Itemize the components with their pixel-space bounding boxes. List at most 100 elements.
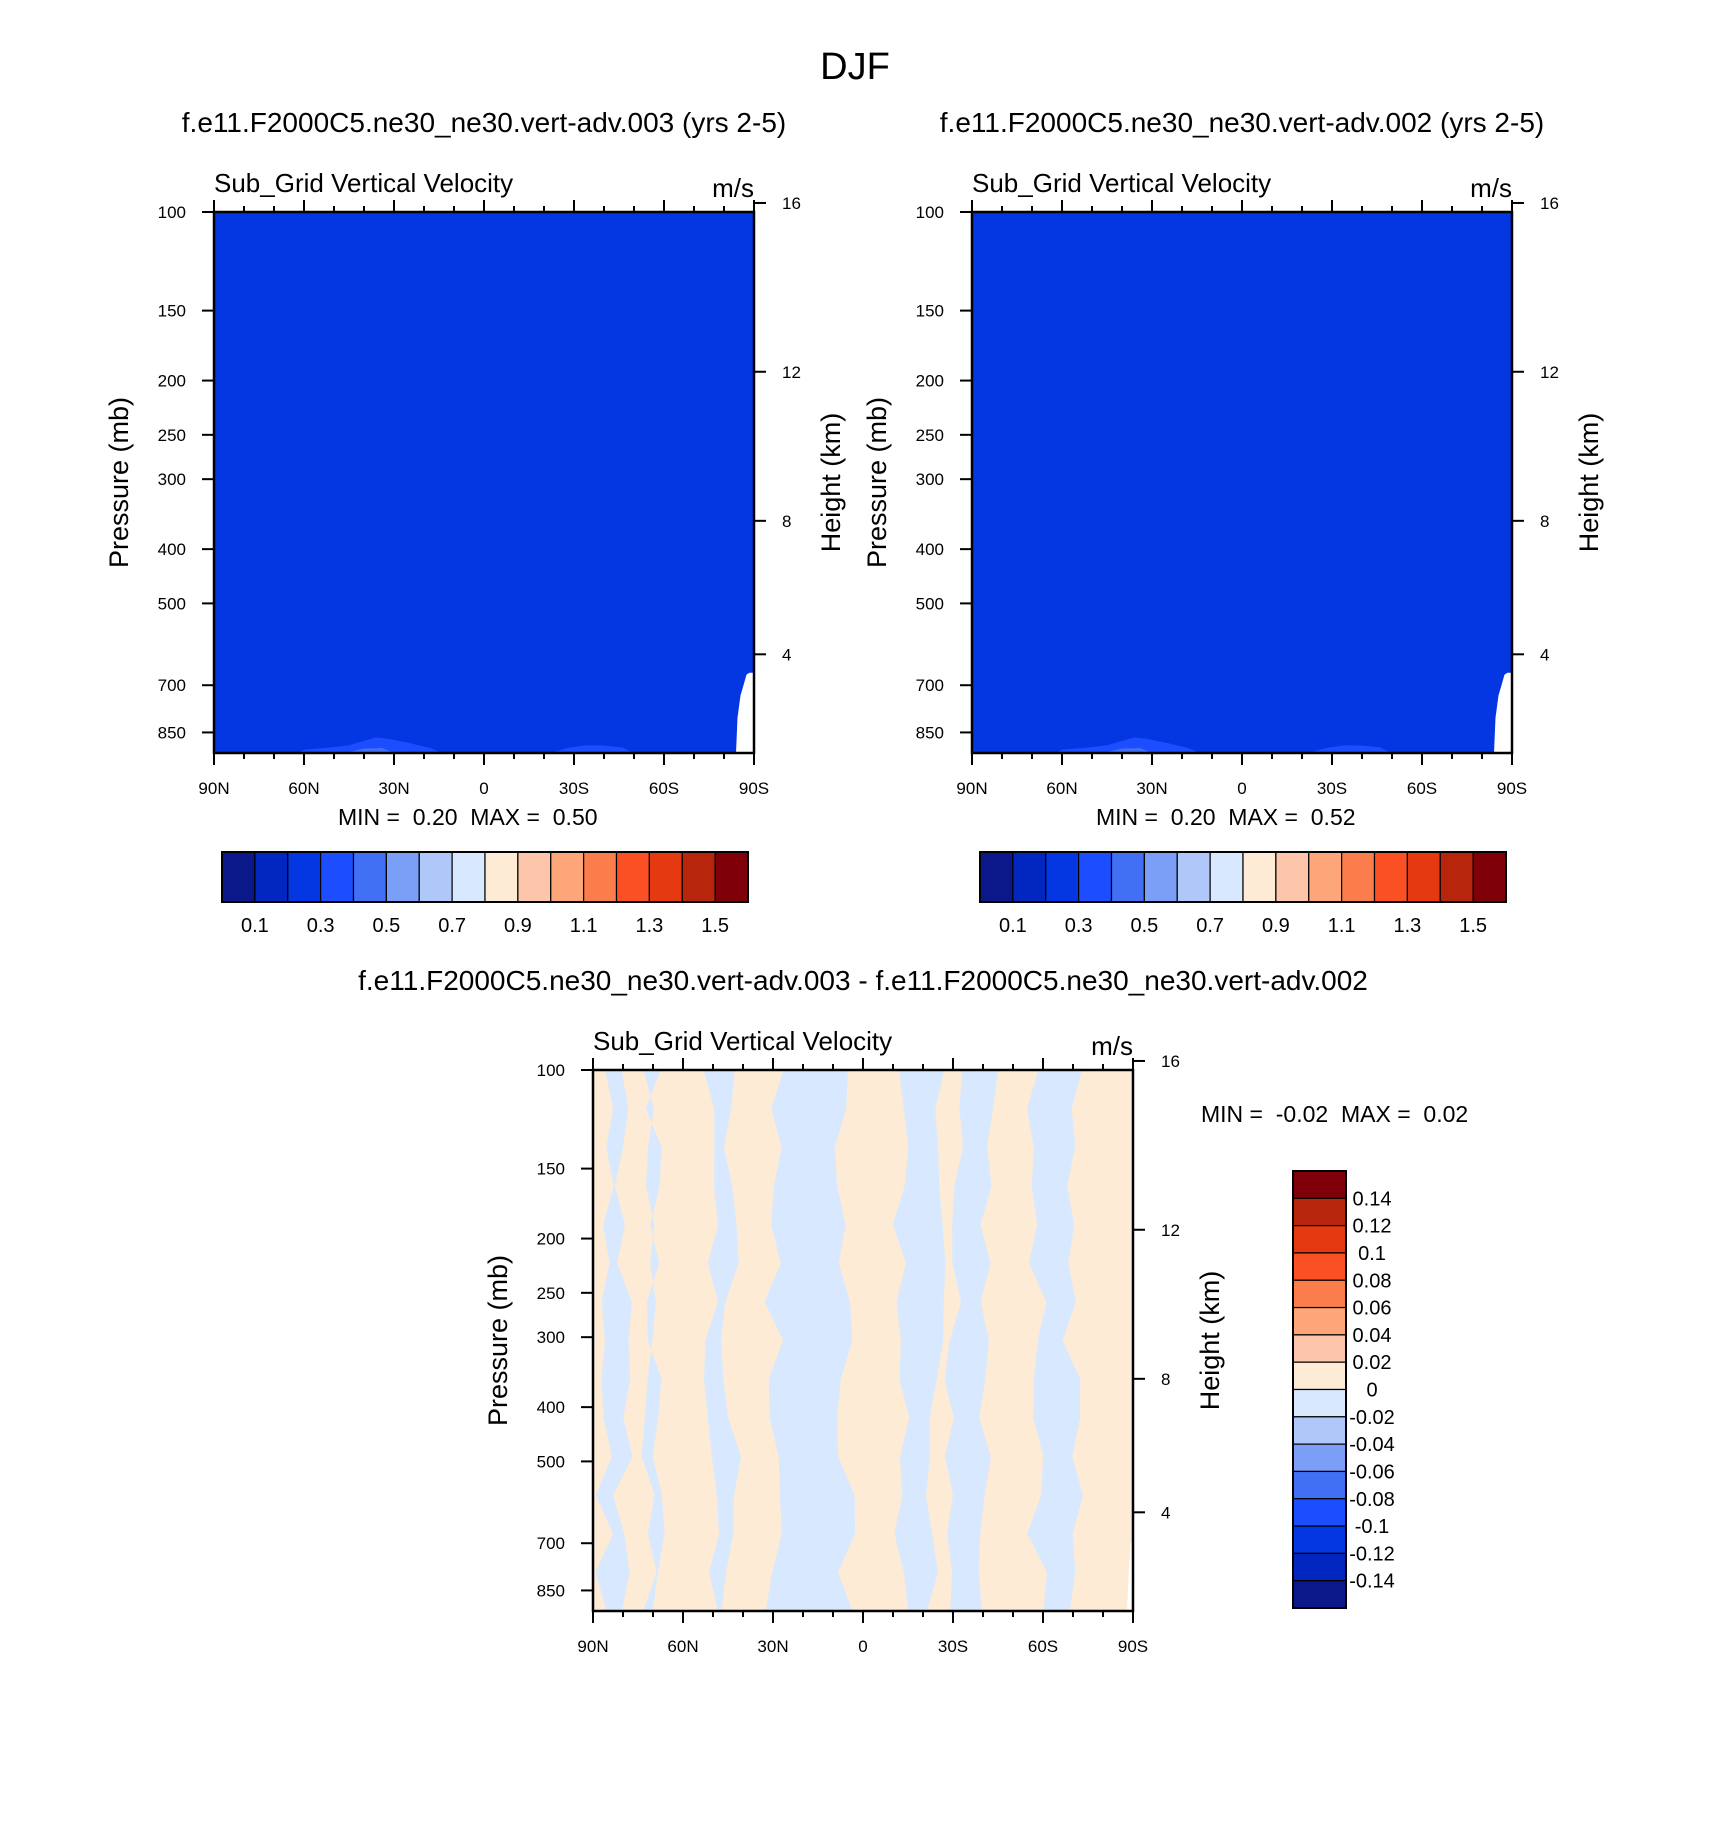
- y-tick-label: 850: [537, 1581, 565, 1600]
- colorbar-label: -0.06: [1349, 1461, 1395, 1483]
- missing-data: [1127, 1539, 1133, 1611]
- negative-region-2: [641, 1070, 665, 1611]
- colorbar-box: [1292, 1361, 1347, 1391]
- colorbar-box: [1292, 1252, 1347, 1281]
- panel-title: f.e11.F2000C5.ne30_ne30.vert-adv.003 (yr…: [182, 107, 786, 138]
- colorbar-box: [1045, 851, 1080, 903]
- x-tick-label: 30N: [378, 779, 409, 798]
- colorbar-label: 0.08: [1353, 1270, 1392, 1292]
- y2-tick-label: 8: [1540, 512, 1549, 531]
- y2-tick-label: 12: [1161, 1221, 1180, 1240]
- field-contour-2: [550, 745, 634, 753]
- colorbar-label: 0.5: [372, 915, 400, 937]
- colorbar-box: [1292, 1279, 1347, 1309]
- colorbar-box: [1292, 1525, 1347, 1554]
- plot-fill: [214, 212, 754, 753]
- colorbar-label: 0.7: [438, 915, 466, 937]
- colorbar-label: -0.1: [1355, 1516, 1389, 1538]
- y-axis-label: Pressure (mb): [483, 1255, 513, 1426]
- negative-region-5: [892, 1070, 946, 1611]
- colorbar-label: 0.02: [1353, 1352, 1392, 1374]
- colorbar-box: [484, 851, 519, 903]
- colorbar-box: [221, 851, 256, 903]
- y2-axis-label: Height (km): [1195, 1271, 1225, 1411]
- colorbar-label: 0.7: [1196, 915, 1224, 937]
- panel-subtitle: Sub_Grid Vertical Velocity: [972, 168, 1271, 198]
- y-tick-label: 850: [158, 723, 186, 742]
- max-label: MAX =: [1328, 1101, 1410, 1127]
- y-tick-label: 250: [537, 1284, 565, 1303]
- colorbar-box: [320, 851, 355, 903]
- colorbar-label: 1.1: [1328, 915, 1356, 937]
- max-label: MAX =: [458, 804, 540, 830]
- colorbar-label: 0.5: [1130, 915, 1158, 937]
- x-tick-label: 60N: [1046, 779, 1077, 798]
- max-value: 0.50: [540, 804, 598, 830]
- colorbar-box: [1292, 1498, 1347, 1527]
- y-tick-label: 100: [916, 203, 944, 222]
- x-ticks: [592, 1058, 1134, 1623]
- panel-subtitle: Sub_Grid Vertical Velocity: [214, 168, 513, 198]
- x-tick-label: 90S: [739, 779, 769, 798]
- colorbar-box: [1143, 851, 1178, 903]
- panel-subtitle: Sub_Grid Vertical Velocity: [593, 1026, 892, 1056]
- field-contour-2: [1308, 745, 1392, 753]
- colorbar-box: [681, 851, 716, 903]
- y2-tick-label: 8: [782, 512, 791, 531]
- colorbar-label: -0.08: [1349, 1489, 1395, 1511]
- colorbar-label: 0.3: [307, 915, 335, 937]
- colorbar-box: [1078, 851, 1113, 903]
- colorbar-box: [517, 851, 552, 903]
- colorbar: 0.1 0.3 0.5 0.7 0.9 1.1 1.3 1.5: [221, 851, 749, 937]
- colorbar-box: [1308, 851, 1343, 903]
- y2-tick-label: 12: [1540, 363, 1559, 382]
- y-axis-label: Pressure (mb): [104, 397, 134, 568]
- units-label: m/s: [1091, 1031, 1133, 1061]
- min-label: MIN =: [338, 804, 400, 830]
- min-label: MIN =: [1201, 1101, 1263, 1127]
- min-label: MIN =: [1096, 804, 1158, 830]
- colorbar-box: [1176, 851, 1211, 903]
- x-tick-label: 0: [858, 1637, 867, 1656]
- colorbar-box: [1292, 1225, 1347, 1254]
- colorbar-box: [714, 851, 749, 903]
- y-tick-label: 150: [916, 302, 944, 321]
- x-tick-label: 30S: [938, 1637, 968, 1656]
- max-label: MAX =: [1216, 804, 1298, 830]
- colorbar-box: [1242, 851, 1277, 903]
- x-tick-label: 0: [1237, 779, 1246, 798]
- y-tick-label: 150: [537, 1160, 565, 1179]
- min-max-stats: MIN = -0.02 MAX = 0.02: [1201, 1101, 1468, 1127]
- y-tick-label: 100: [537, 1061, 565, 1080]
- figure-title: DJF: [820, 46, 890, 88]
- x-tick-label: 30S: [1317, 779, 1347, 798]
- colorbar-box: [1292, 1388, 1347, 1418]
- colorbar-box: [1292, 1170, 1347, 1199]
- y-tick-label: 300: [158, 470, 186, 489]
- colorbar-label: 1.3: [635, 915, 663, 937]
- x-tick-label: 90N: [577, 1637, 608, 1656]
- min-max-stats: MIN = 0.20 MAX = 0.50: [338, 804, 598, 830]
- colorbar-box: [648, 851, 683, 903]
- colorbar-label: 0.3: [1065, 915, 1093, 937]
- x-tick-label: 90S: [1118, 1637, 1148, 1656]
- x-tick-label: 60S: [1407, 779, 1437, 798]
- colorbar-label: 0.14: [1353, 1188, 1392, 1210]
- x-tick-label: 30S: [559, 779, 589, 798]
- y2-tick-label: 4: [1540, 645, 1549, 664]
- colorbar-box: [1012, 851, 1047, 903]
- colorbar-label: -0.14: [1349, 1571, 1395, 1593]
- y-tick-label: 150: [158, 302, 186, 321]
- colorbar-box: [1292, 1416, 1347, 1445]
- colorbar: 0.1 0.3 0.5 0.7 0.9 1.1 1.3 1.5: [979, 851, 1507, 937]
- y2-tick-label: 8: [1161, 1370, 1170, 1389]
- colorbar-frame: [221, 851, 749, 903]
- colorbar-box: [1292, 1306, 1347, 1336]
- x-ticks: [213, 200, 755, 765]
- field-fill: [972, 212, 1512, 753]
- negative-region-7: [1027, 1070, 1083, 1611]
- y-tick-label: 200: [537, 1230, 565, 1249]
- x-tick-label: 30N: [757, 1637, 788, 1656]
- colorbar-box: [1292, 1580, 1347, 1609]
